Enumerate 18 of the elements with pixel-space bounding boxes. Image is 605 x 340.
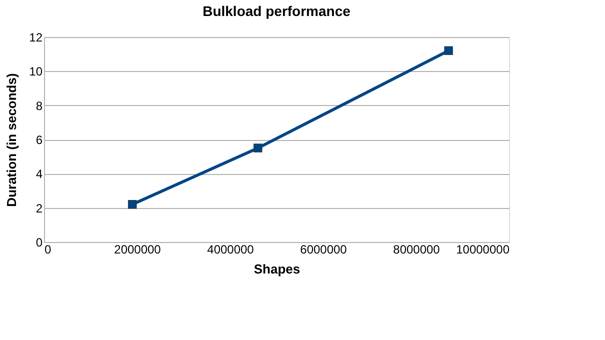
y-tick-label: 10 bbox=[29, 64, 43, 79]
y-axis-title: Duration (in seconds) bbox=[4, 73, 20, 207]
point bbox=[128, 200, 137, 209]
point bbox=[254, 144, 262, 152]
point bbox=[444, 46, 453, 56]
chart-title: Bulkload performance bbox=[202, 3, 351, 19]
x-tick-label: 2000000 bbox=[114, 242, 162, 256]
x-axis-title: Shapes bbox=[254, 262, 300, 276]
x-tick-label: 6000000 bbox=[300, 242, 348, 256]
x-tick-label: 10000000 bbox=[456, 242, 510, 256]
x-tick-label: 0 bbox=[44, 242, 52, 256]
y-tick-label: 6 bbox=[36, 133, 43, 147]
x-tick-label: 4000000 bbox=[207, 242, 254, 256]
y-tick-label: 12 bbox=[29, 30, 43, 44]
y-tick-label: 8 bbox=[36, 98, 43, 113]
y-tick-label: 4 bbox=[36, 167, 43, 182]
y-tick-label: 2 bbox=[36, 201, 43, 216]
x-tick-label: 8000000 bbox=[393, 242, 440, 256]
